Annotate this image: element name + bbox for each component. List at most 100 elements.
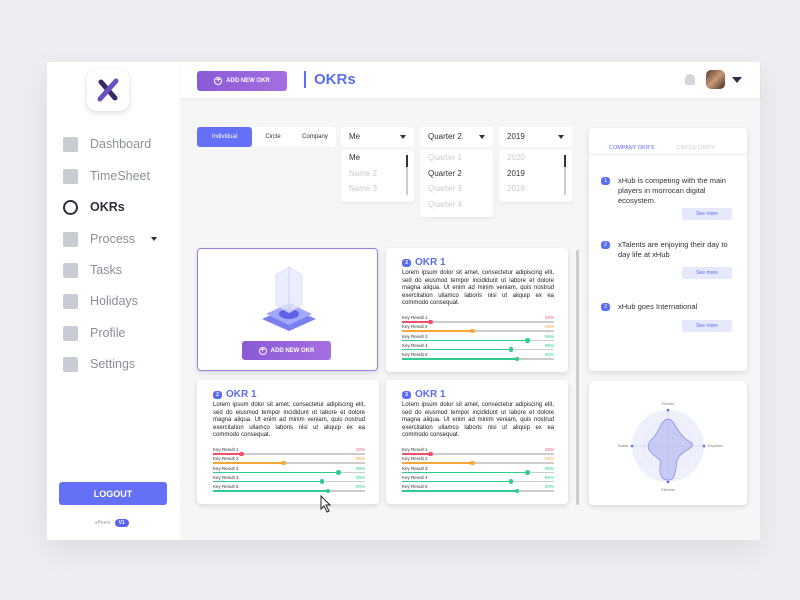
sidebar-item-okrs[interactable]: OKRs: [63, 197, 125, 217]
tasks-icon: [63, 262, 78, 278]
progress-handle[interactable]: [525, 338, 530, 343]
radar-area: [647, 418, 693, 481]
progress-handle[interactable]: [508, 479, 514, 484]
okr-card[interactable]: 2 OKR 1 Lorem ipsum dolor sit amet, consec…: [197, 380, 379, 504]
see-more-button[interactable]: See more: [682, 320, 732, 332]
see-more-button[interactable]: See more: [682, 208, 732, 220]
company-okr-text: xTalents are enjoying their day to day l…: [618, 240, 728, 259]
key-result: Key Result 2 55%: [213, 456, 365, 466]
scrollbar[interactable]: [576, 250, 579, 505]
version-info: xPeers V1: [95, 519, 129, 527]
okr-card[interactable]: 3 OKR 1 Lorem ipsum dolor sit amet, consec…: [386, 380, 568, 504]
dropdown-option[interactable]: Name 2: [349, 168, 378, 178]
dropdown-option[interactable]: Quarter 3: [428, 184, 462, 193]
key-result-percent: 55%: [544, 456, 554, 462]
divider: [589, 154, 747, 155]
progress-handle[interactable]: [325, 488, 331, 494]
progress-handle[interactable]: [470, 328, 475, 334]
key-result-label: Key Result 4: [402, 474, 428, 480]
dropdown-option[interactable]: 2020: [507, 153, 525, 162]
logout-button[interactable]: LOGOUT: [59, 482, 167, 505]
button-label: ADD NEW OKR: [270, 347, 315, 354]
key-result: Key Result 3 98%: [402, 466, 554, 475]
key-result-percent: 90%: [355, 484, 365, 490]
key-result: Key Result 5 90%: [402, 352, 554, 362]
progress-track: [213, 488, 365, 494]
tab-circle-okrs[interactable]: CIRCLE OKR'S: [676, 145, 715, 151]
sidebar-item-holidays[interactable]: Holidays: [63, 291, 138, 311]
sidebar-item-settings[interactable]: Settings: [63, 354, 135, 374]
add-okr-card[interactable]: + ADD NEW OKR: [197, 248, 378, 371]
key-result-percent: 55%: [355, 456, 365, 462]
segment-company[interactable]: Company: [302, 134, 328, 140]
key-result-label: Key Result 3: [402, 465, 428, 471]
dropdown-option[interactable]: Name 3: [349, 184, 378, 193]
avatar[interactable]: [706, 70, 725, 89]
progress-handle[interactable]: [428, 319, 433, 324]
progress-handle[interactable]: [514, 356, 520, 362]
progress-fill: [402, 339, 528, 342]
sidebar-item-dashboard[interactable]: Dashboard: [63, 134, 151, 154]
see-more-button[interactable]: See more: [682, 267, 732, 279]
person-select[interactable]: Me: [341, 127, 414, 147]
progress-fill: [402, 462, 473, 464]
progress-handle[interactable]: [470, 460, 475, 466]
sidebar-item-profile[interactable]: Profile: [63, 323, 125, 343]
progress-handle[interactable]: [281, 460, 286, 466]
progress-track: [402, 479, 554, 484]
plus-circle-icon: +: [214, 77, 223, 85]
progress-handle[interactable]: [428, 451, 433, 456]
add-new-okr-card-button[interactable]: + ADD NEW OKR: [242, 341, 331, 360]
year-select[interactable]: 2019: [499, 127, 572, 147]
key-result: Key Result 1 22%: [213, 447, 365, 456]
progress-track: [402, 356, 554, 362]
okr-card[interactable]: 3 OKR 1 Lorem ipsum dolor sit amet, consec…: [386, 248, 568, 372]
dropdown-option[interactable]: 2018: [507, 184, 525, 193]
app-window: Dashboard TimeSheet OKRs Process Tasks Holida…: [47, 62, 760, 540]
chevron-down-icon[interactable]: [151, 237, 158, 241]
key-result-label: Key Result 2: [213, 456, 239, 462]
dropdown-option[interactable]: Quarter 4: [428, 199, 462, 209]
progress-fill: [213, 471, 339, 474]
progress-handle[interactable]: [525, 470, 530, 475]
progress-handle[interactable]: [508, 347, 514, 352]
key-result-percent: 85%: [544, 474, 554, 480]
dropdown-option[interactable]: Quarter 2: [428, 168, 462, 178]
segment-circle[interactable]: Circle: [265, 134, 281, 140]
progress-fill: [402, 490, 517, 492]
radar-chart-card: Firefox Explorer Chrome Safari: [589, 381, 747, 505]
key-result-percent: 98%: [544, 333, 554, 339]
progress-handle[interactable]: [336, 470, 341, 475]
progress-fill: [213, 453, 242, 455]
quarter-dropdown: Quarter 1 Quarter 2 Quarter 3 Quarter 4: [420, 150, 493, 217]
progress-fill: [213, 480, 322, 483]
bell-icon[interactable]: [685, 74, 695, 85]
segment-individual[interactable]: Individual: [197, 127, 252, 147]
sidebar-item-process[interactable]: Process: [63, 229, 158, 249]
progress-handle[interactable]: [514, 488, 520, 494]
progress-fill: [402, 471, 528, 474]
app-logo[interactable]: [87, 69, 129, 111]
progress-handle[interactable]: [239, 451, 244, 456]
dropdown-scrollbar[interactable]: [564, 155, 566, 195]
progress-track: [213, 451, 365, 456]
sidebar-item-tasks[interactable]: Tasks: [63, 260, 122, 280]
radar-point: [666, 480, 670, 484]
dropdown-option[interactable]: 2019: [507, 168, 525, 178]
key-result-percent: 55%: [544, 324, 554, 330]
radar-label-top: Firefox: [662, 401, 674, 406]
quarter-select[interactable]: Quarter 2: [420, 127, 493, 147]
progress-fill: [402, 321, 431, 323]
progress-track: [213, 479, 365, 484]
progress-track: [402, 338, 554, 343]
progress-fill: [402, 348, 511, 351]
dropdown-option[interactable]: Me: [349, 153, 361, 162]
dropdown-option[interactable]: Quarter 1: [428, 153, 462, 162]
progress-handle[interactable]: [319, 479, 325, 484]
add-new-okr-button[interactable]: + ADD NEW OKR: [197, 71, 287, 91]
company-okr-text: xHub goes International: [618, 302, 698, 311]
dropdown-scrollbar[interactable]: [406, 155, 408, 195]
sidebar-item-timesheet[interactable]: TimeSheet: [63, 166, 150, 186]
sidebar-item-label: Process: [90, 232, 136, 246]
chevron-down-icon[interactable]: [732, 77, 742, 83]
